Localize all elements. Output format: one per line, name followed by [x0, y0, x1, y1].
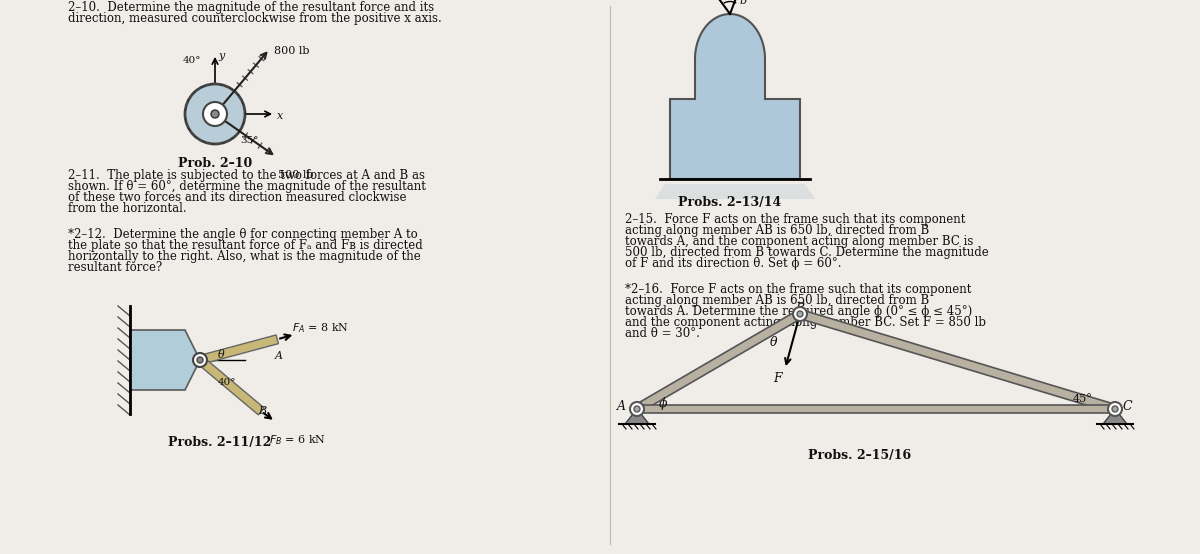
- Circle shape: [1108, 402, 1122, 416]
- Polygon shape: [799, 310, 1116, 413]
- Circle shape: [634, 406, 640, 412]
- Polygon shape: [199, 335, 278, 365]
- Text: 40°: 40°: [182, 56, 202, 65]
- Circle shape: [797, 311, 803, 317]
- Text: $F_B$ = 6 kN: $F_B$ = 6 kN: [269, 433, 326, 447]
- Text: y: y: [218, 51, 224, 61]
- Text: a: a: [700, 0, 707, 2]
- Text: of these two forces and its direction measured clockwise: of these two forces and its direction me…: [68, 191, 407, 204]
- Text: 800 lb: 800 lb: [274, 46, 310, 56]
- Text: 40°: 40°: [218, 378, 236, 387]
- Text: resultant force?: resultant force?: [68, 261, 162, 274]
- Text: Probs. 2–13/14: Probs. 2–13/14: [678, 196, 781, 209]
- Text: B: B: [796, 302, 804, 315]
- Text: acting along member AB is 650 lb, directed from B: acting along member AB is 650 lb, direct…: [625, 294, 929, 307]
- Polygon shape: [625, 409, 649, 424]
- Text: $F_A$ = 8 kN: $F_A$ = 8 kN: [293, 321, 349, 335]
- Text: Probs. 2–11/12: Probs. 2–11/12: [168, 436, 271, 449]
- Text: horizontally to the right. Also, what is the magnitude of the: horizontally to the right. Also, what is…: [68, 250, 421, 263]
- Polygon shape: [635, 310, 803, 413]
- Text: b: b: [740, 0, 748, 6]
- Text: 2–11.  The plate is subjected to the two forces at A and B as: 2–11. The plate is subjected to the two …: [68, 169, 425, 182]
- Text: F: F: [773, 372, 781, 385]
- Text: 2–10.  Determine the magnitude of the resultant force and its: 2–10. Determine the magnitude of the res…: [68, 1, 434, 14]
- Polygon shape: [670, 14, 800, 179]
- Circle shape: [211, 110, 220, 118]
- Text: B: B: [258, 407, 266, 417]
- Circle shape: [203, 102, 227, 126]
- Text: from the horizontal.: from the horizontal.: [68, 202, 187, 215]
- Text: towards A. Determine the required angle ϕ (0° ≤ ϕ ≤ 45°): towards A. Determine the required angle …: [625, 305, 972, 318]
- Text: direction, measured counterclockwise from the positive x axis.: direction, measured counterclockwise fro…: [68, 12, 442, 25]
- Circle shape: [630, 402, 644, 416]
- Text: 35°: 35°: [240, 136, 258, 145]
- Text: 500 lb: 500 lb: [278, 170, 314, 180]
- Text: 2–15.  Force F acts on the frame such that its component: 2–15. Force F acts on the frame such tha…: [625, 213, 965, 226]
- Text: Probs. 2–15/16: Probs. 2–15/16: [809, 449, 912, 462]
- Text: 500 lb, directed from B towards C. Determine the magnitude: 500 lb, directed from B towards C. Deter…: [625, 246, 989, 259]
- Circle shape: [1112, 406, 1118, 412]
- Text: x: x: [277, 111, 283, 121]
- Text: 45°: 45°: [1073, 394, 1093, 404]
- Text: *2–16.  Force F acts on the frame such that its component: *2–16. Force F acts on the frame such th…: [625, 283, 971, 296]
- Polygon shape: [197, 357, 264, 415]
- Text: shown. If θ = 60°, determine the magnitude of the resultant: shown. If θ = 60°, determine the magnitu…: [68, 180, 426, 193]
- Text: θ: θ: [218, 350, 224, 360]
- Text: acting along member AB is 650 lb, directed from B: acting along member AB is 650 lb, direct…: [625, 224, 929, 237]
- Circle shape: [793, 307, 808, 321]
- Circle shape: [193, 353, 208, 367]
- Text: and the component acting along member BC. Set F = 850 lb: and the component acting along member BC…: [625, 316, 986, 329]
- Circle shape: [197, 357, 203, 363]
- Text: the plate so that the resultant force of Fₐ and Fʙ is directed: the plate so that the resultant force of…: [68, 239, 422, 252]
- Text: and θ = 30°.: and θ = 30°.: [625, 327, 700, 340]
- Text: θ: θ: [770, 336, 778, 349]
- Text: C: C: [1123, 401, 1133, 413]
- Circle shape: [185, 84, 245, 144]
- Text: A: A: [617, 401, 626, 413]
- Text: of F and its direction θ. Set ϕ = 60°.: of F and its direction θ. Set ϕ = 60°.: [625, 257, 841, 270]
- Polygon shape: [1103, 409, 1127, 424]
- Text: towards A, and the component acting along member BC is: towards A, and the component acting alon…: [625, 235, 973, 248]
- Polygon shape: [655, 184, 815, 199]
- Text: ϕ: ϕ: [659, 397, 667, 410]
- Text: *2–12.  Determine the angle θ for connecting member A to: *2–12. Determine the angle θ for connect…: [68, 228, 418, 241]
- Text: Prob. 2–10: Prob. 2–10: [178, 157, 252, 170]
- Polygon shape: [130, 330, 200, 390]
- Text: A: A: [275, 351, 283, 361]
- Polygon shape: [637, 405, 1115, 413]
